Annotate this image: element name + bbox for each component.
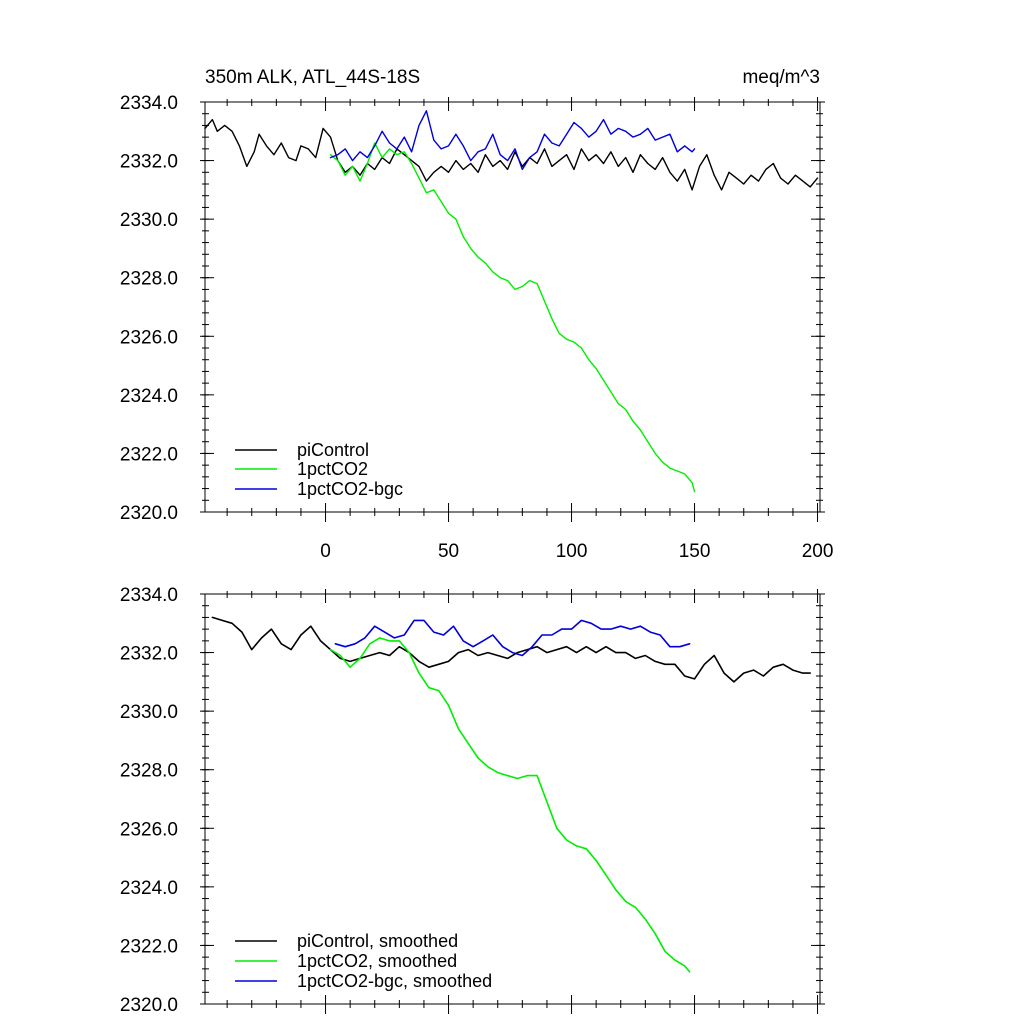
- top-y-tick-labels: 2320.0 2322.0 2324.0 2326.0 2328.0 2330.0 2332…: [120, 93, 178, 524]
- y-tick-label: 2326.0: [120, 327, 178, 348]
- x-tick-label: 150: [679, 541, 711, 562]
- top-title-units: meq/m^3: [742, 67, 820, 88]
- legend-label-1pctco2-bgc-smoothed: 1pctCO2-bgc, smoothed: [297, 971, 492, 991]
- y-tick-label: 2332.0: [120, 152, 178, 173]
- y-tick-label: 2326.0: [120, 819, 178, 840]
- series-line-1pctco2: [329, 142, 696, 493]
- series-line-picontrol: [204, 118, 819, 191]
- legend-label-picontrol: piControl: [297, 440, 369, 460]
- legend-label-1pctco2-bgc: 1pctCO2-bgc: [297, 479, 403, 499]
- y-tick-label: 2322.0: [120, 936, 178, 957]
- series-line-1pctco2-bgc-smoothed: [334, 619, 691, 657]
- y-tick-label: 2334.0: [120, 585, 178, 606]
- y-tick-label: 2334.0: [120, 93, 178, 114]
- y-tick-label: 2328.0: [120, 269, 178, 290]
- y-tick-label: 2328.0: [120, 761, 178, 782]
- x-tick-label: 50: [438, 541, 459, 562]
- bottom-y-tick-labels: 2320.0 2322.0 2324.0 2326.0 2328.0 2330.0 2332…: [120, 585, 178, 1016]
- top-panel: 350m ALK, ATL_44S-18S meq/m^3 2320.0 2322…: [120, 67, 834, 562]
- y-tick-label: 2320.0: [120, 503, 178, 524]
- y-tick-label: 2324.0: [120, 386, 178, 407]
- x-tick-label: 200: [802, 541, 834, 562]
- top-axis-ticks: [200, 97, 825, 522]
- legend-label-picontrol-smoothed: piControl, smoothed: [297, 931, 458, 951]
- y-tick-label: 2320.0: [120, 995, 178, 1016]
- series-line-picontrol-smoothed: [211, 616, 812, 683]
- series-line-1pctco2-bgc: [329, 110, 696, 171]
- y-tick-label: 2322.0: [120, 444, 178, 465]
- y-tick-label: 2332.0: [120, 644, 178, 665]
- bottom-panel: 2320.0 2322.0 2324.0 2326.0 2328.0 2330.0 2332…: [120, 585, 825, 1016]
- bottom-plot-frame: [204, 593, 821, 1005]
- top-x-tick-labels: 0 50 100 150 200: [320, 541, 833, 562]
- legend-label-1pctco2-smoothed: 1pctCO2, smoothed: [297, 951, 457, 971]
- top-plot-frame: [204, 101, 821, 513]
- legend-label-1pctco2: 1pctCO2: [297, 459, 368, 479]
- y-tick-label: 2324.0: [120, 878, 178, 899]
- top-plot-series: [204, 110, 819, 493]
- y-tick-label: 2330.0: [120, 702, 178, 723]
- x-tick-label: 0: [320, 541, 331, 562]
- bottom-plot-series: [211, 616, 812, 973]
- y-tick-label: 2330.0: [120, 210, 178, 231]
- bottom-legend: piControl, smoothed 1pctCO2, smoothed 1p…: [235, 931, 492, 991]
- top-legend: piControl 1pctCO2 1pctCO2-bgc: [235, 440, 403, 499]
- x-tick-label: 100: [556, 541, 588, 562]
- series-line-1pctco2-smoothed: [329, 637, 691, 973]
- top-title-left: 350m ALK, ATL_44S-18S: [205, 67, 420, 88]
